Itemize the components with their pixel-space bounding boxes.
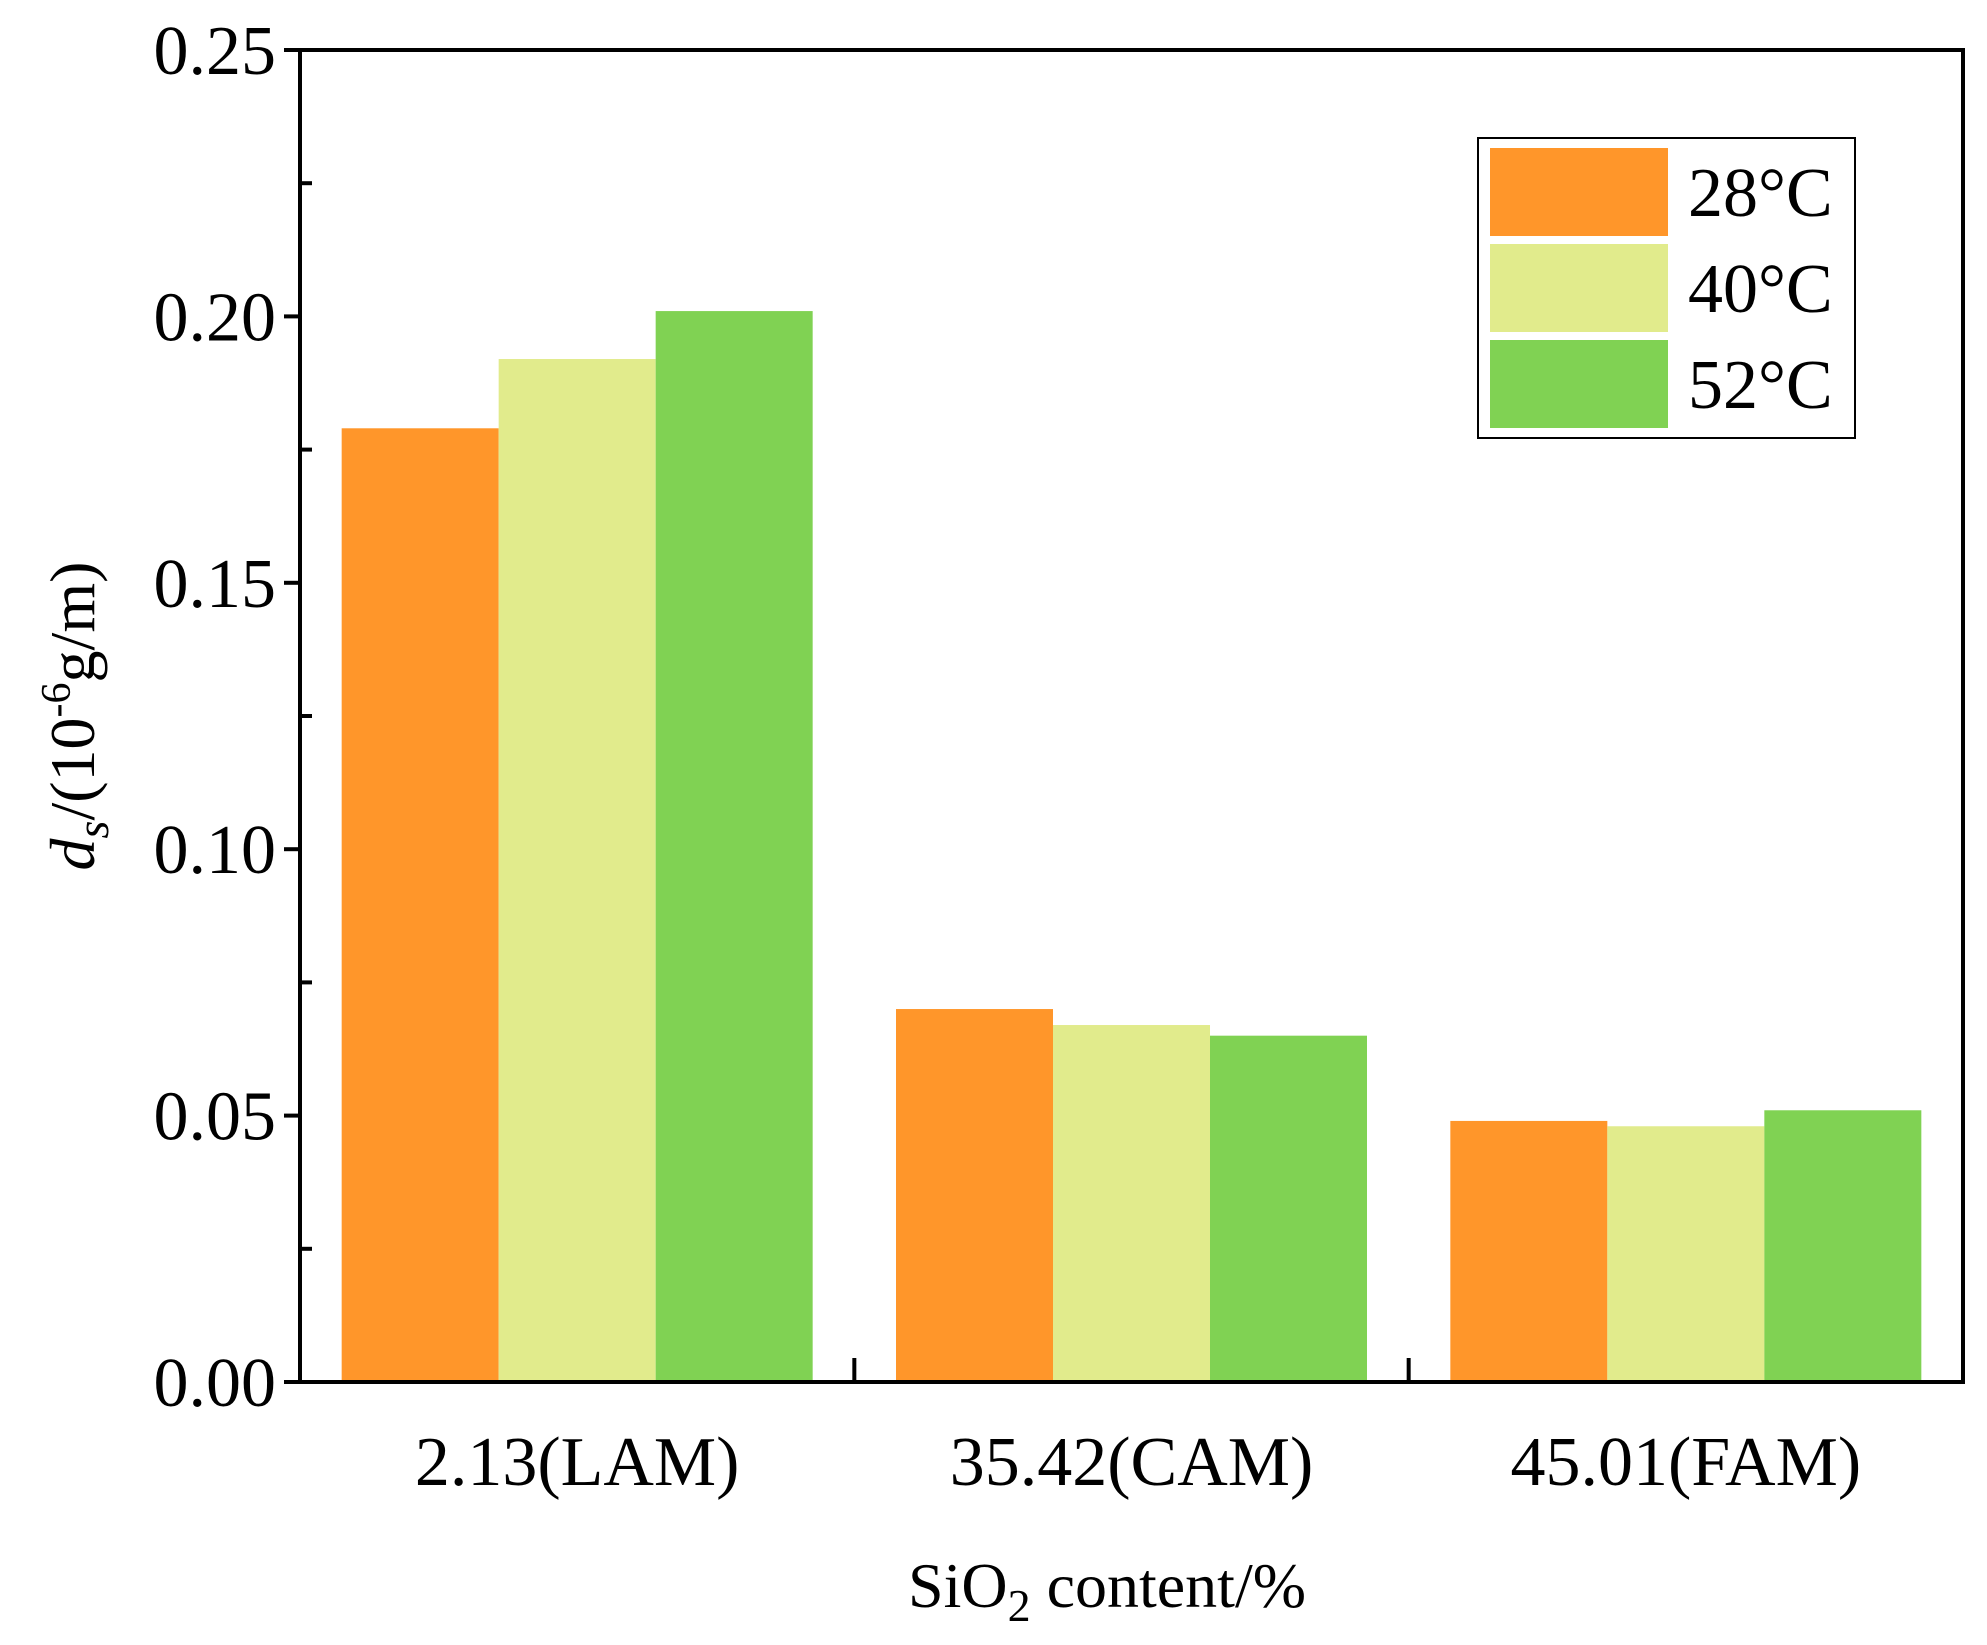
y-tick-label: 0.25 xyxy=(154,13,277,90)
bars-layer xyxy=(341,311,1922,1383)
y-tick-label: 0.00 xyxy=(154,1345,277,1422)
bar-40c-1 xyxy=(498,359,656,1382)
legend-label: 52°C xyxy=(1688,347,1833,424)
legend-swatch-52c xyxy=(1490,340,1668,428)
y-axis-title: ds/(10-6g/m) xyxy=(34,562,118,871)
x-tick-label: 35.42(CAM) xyxy=(950,1424,1314,1501)
bar-52c-1 xyxy=(655,311,813,1382)
legend-swatch-28c xyxy=(1490,148,1668,236)
x-axis-title: SiO2 content/% xyxy=(908,1550,1306,1631)
legend-swatch-40c xyxy=(1490,244,1668,332)
legend-label: 28°C xyxy=(1688,155,1833,232)
bar-40c-3 xyxy=(1607,1126,1765,1382)
bar-40c-2 xyxy=(1053,1025,1210,1382)
y-tick-label: 0.10 xyxy=(154,812,277,889)
bar-28c-1 xyxy=(341,428,499,1383)
bar-52c-2 xyxy=(1210,1035,1367,1382)
y-tick-label: 0.05 xyxy=(154,1079,277,1156)
bar-28c-2 xyxy=(896,1009,1053,1382)
x-axis-ticks: 2.13(LAM) 35.42(CAM) 45.01(FAM) xyxy=(415,1358,1861,1501)
legend: 28°C 40°C 52°C xyxy=(1477,137,1856,439)
y-tick-label: 0.20 xyxy=(154,279,277,356)
y-tick-label: 0.15 xyxy=(154,546,277,623)
x-tick-label: 45.01(FAM) xyxy=(1511,1424,1862,1501)
legend-label: 40°C xyxy=(1688,251,1833,328)
bar-52c-3 xyxy=(1764,1110,1922,1382)
x-tick-label: 2.13(LAM) xyxy=(415,1424,740,1501)
y-axis-ticks: 0.00 0.05 0.10 0.15 0.20 0.25 xyxy=(154,13,312,1422)
bar-28c-3 xyxy=(1450,1120,1608,1382)
